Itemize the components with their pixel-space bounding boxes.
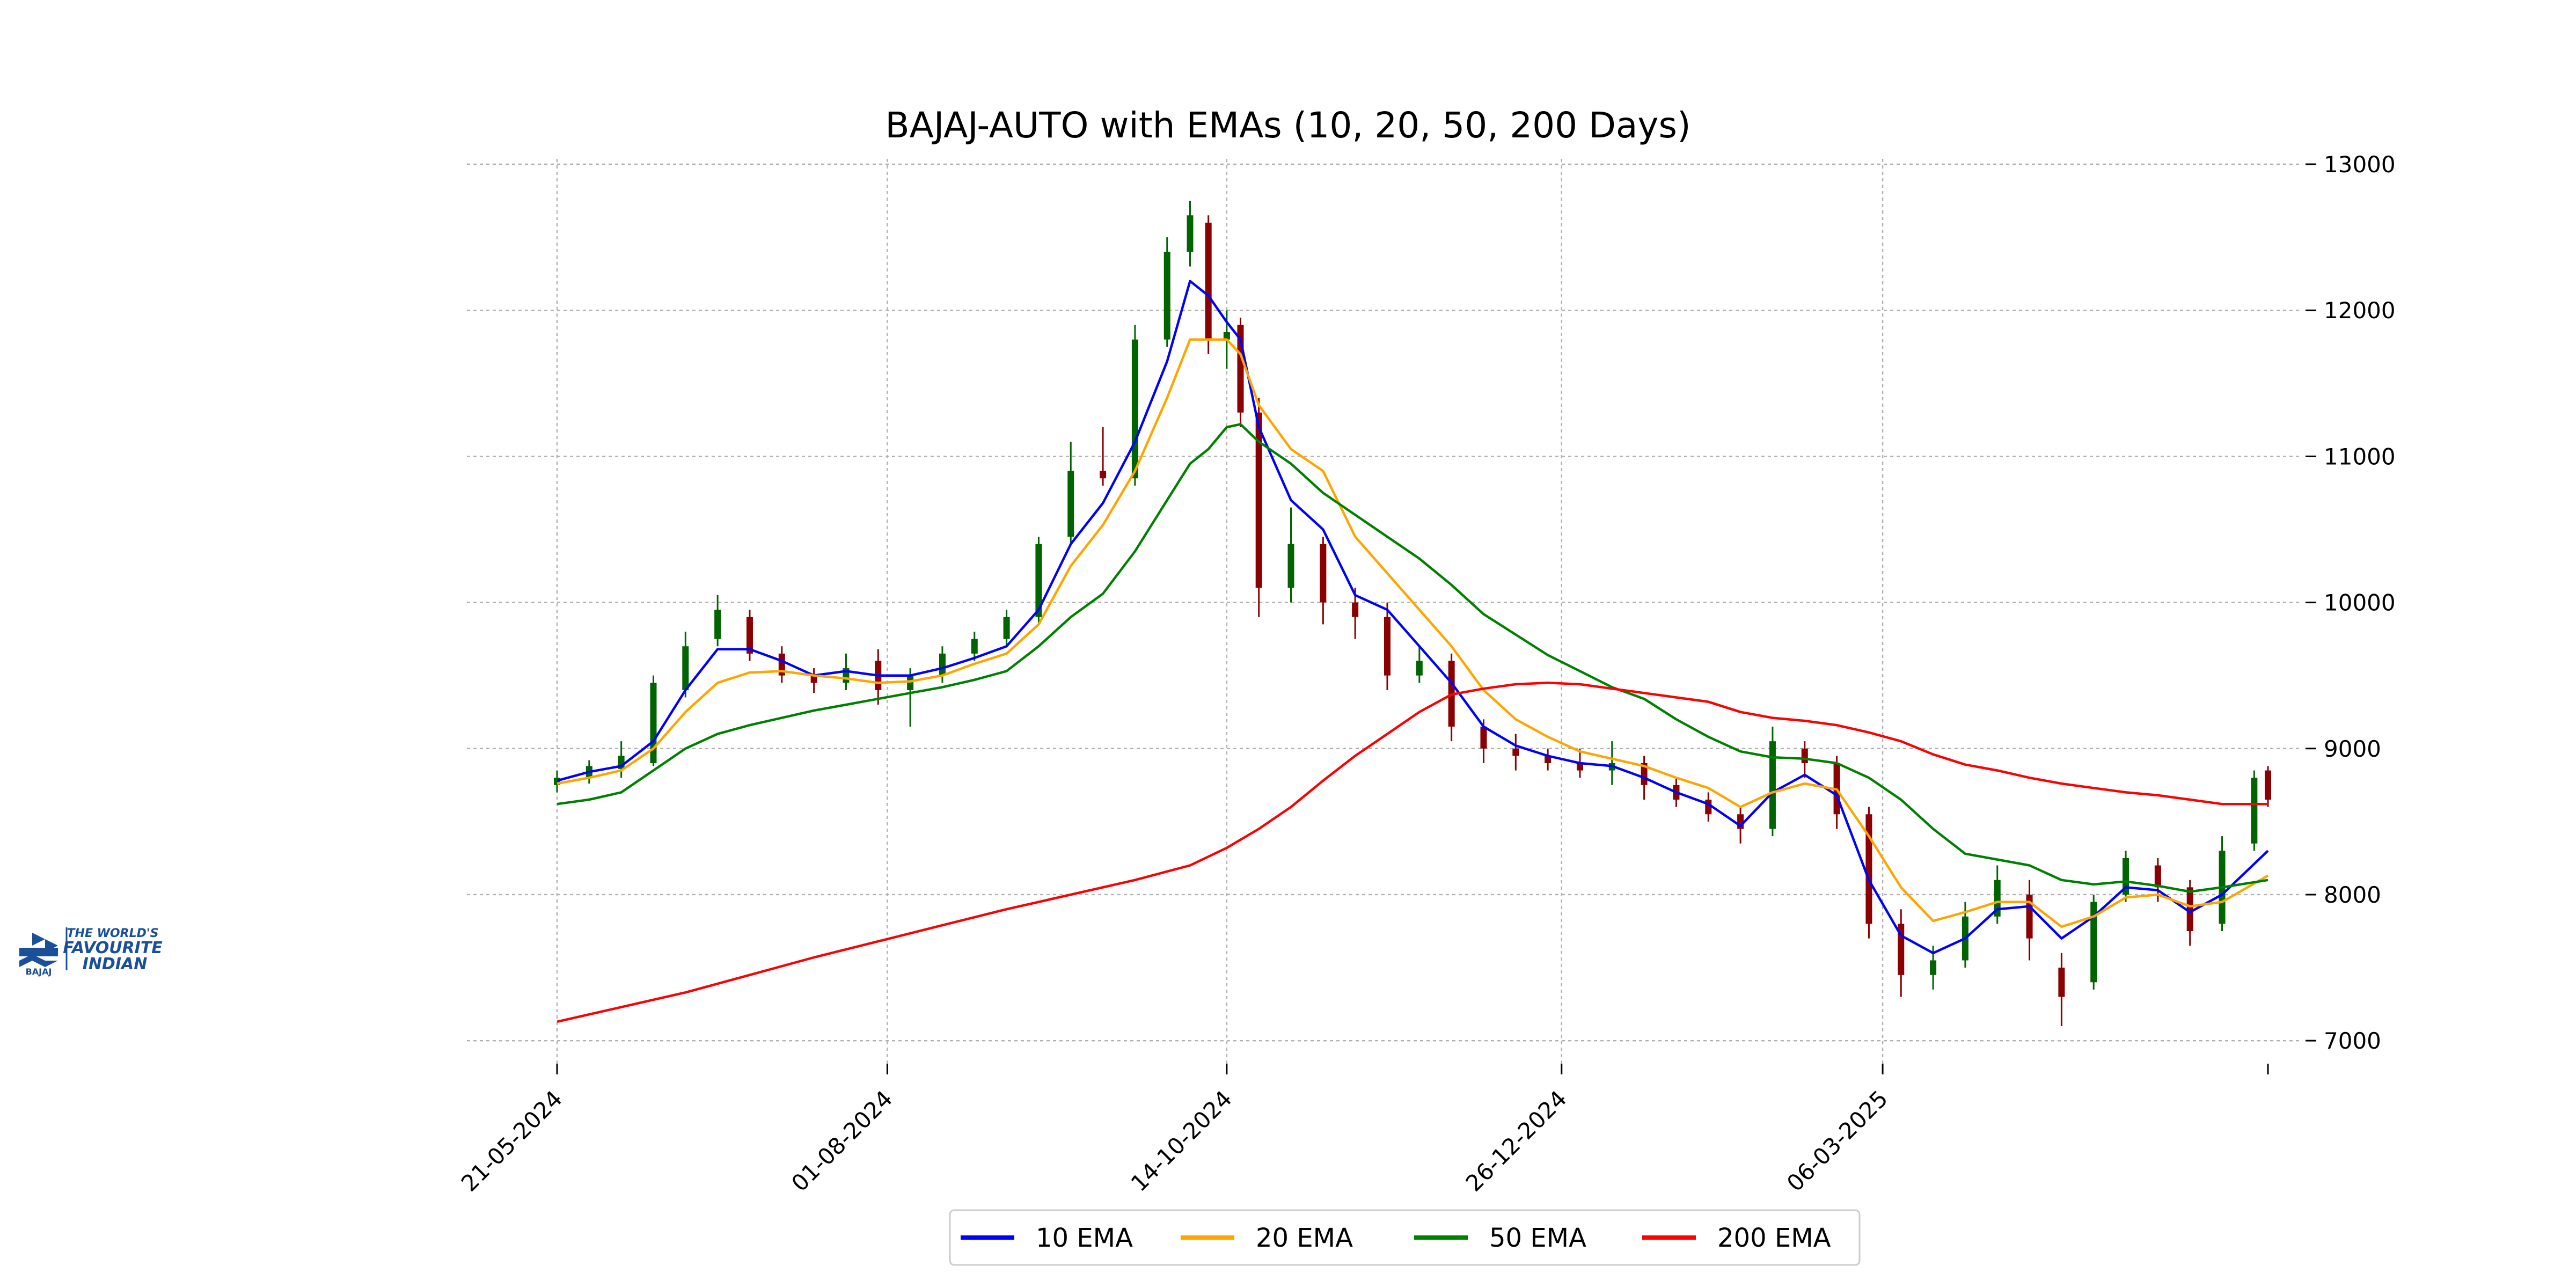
ema-lines <box>557 280 2269 1023</box>
candle <box>2090 894 2097 990</box>
candle <box>1769 726 1776 837</box>
y-tick-label: 9000 <box>2324 736 2381 762</box>
chart-title: BAJAJ-AUTO with EMAs (10, 20, 50, 200 Da… <box>885 105 1690 146</box>
candle <box>1512 734 1519 771</box>
legend-label: 200 EMA <box>1717 1223 1831 1253</box>
candle <box>2058 953 2065 1026</box>
logo-line-1: THE WORLD'S <box>67 927 159 940</box>
grid <box>467 159 2302 1068</box>
y-tick-label: 11000 <box>2324 443 2396 470</box>
candle <box>971 632 978 661</box>
candle <box>939 646 946 683</box>
candle <box>907 668 914 727</box>
candle <box>1237 317 1244 427</box>
logo-line-3: INDIAN <box>83 955 148 974</box>
candle <box>2219 836 2226 932</box>
legend-frame <box>949 1209 1861 1266</box>
candle <box>554 770 560 793</box>
candle <box>1865 807 1872 939</box>
candle <box>746 610 753 661</box>
ema-line-20 <box>557 338 2269 928</box>
candle <box>1384 602 1391 690</box>
legend-item: 20 EMA <box>1181 1223 1353 1253</box>
candle <box>1205 215 1212 354</box>
candle <box>1448 653 1455 742</box>
x-tick-label: 21-05-2024 <box>456 1085 567 1196</box>
candle <box>2265 766 2271 807</box>
legend-item: 50 EMA <box>1414 1223 1586 1253</box>
bajaj-emblem-icon <box>19 926 58 967</box>
candle <box>2026 880 2033 961</box>
candle <box>1003 610 1010 647</box>
candle <box>1131 325 1138 486</box>
candle <box>1994 865 2001 924</box>
y-axis: 7000 8000 9000 10000 11000 12000 13000 <box>2306 151 2396 1054</box>
candle <box>1608 741 1615 785</box>
candle <box>714 595 721 647</box>
candle <box>682 632 689 698</box>
x-tick-label: 01-08-2024 <box>786 1085 897 1196</box>
y-tick-label: 13000 <box>2324 151 2396 178</box>
candle <box>2251 770 2258 851</box>
candle <box>1067 442 1074 544</box>
logo-brand: BAJAJ <box>26 967 52 977</box>
ema-line-50 <box>557 423 2268 893</box>
candle <box>810 668 817 693</box>
logo-line-2: FAVOURITE <box>63 939 163 957</box>
candle <box>1255 398 1262 617</box>
candle <box>1163 237 1170 347</box>
legend-label: 10 EMA <box>1036 1223 1133 1253</box>
candle <box>1100 427 1107 486</box>
candle <box>1320 537 1327 625</box>
y-tick-label: 7000 <box>2324 1028 2381 1054</box>
x-tick-label: 06-03-2025 <box>1782 1085 1893 1196</box>
legend-label: 50 EMA <box>1489 1223 1586 1253</box>
y-tick-label: 8000 <box>2324 882 2381 908</box>
x-axis: 21-05-2024 01-08-2024 14-10-2024 26-12-2024… <box>456 1064 2269 1197</box>
y-tick-label: 12000 <box>2324 297 2396 324</box>
candle <box>2123 851 2129 902</box>
ema-line-200 <box>557 682 2268 1023</box>
candle <box>1187 201 1194 267</box>
candle <box>1545 748 1552 771</box>
candle <box>778 646 785 683</box>
candle <box>875 649 882 705</box>
y-tick-label: 10000 <box>2324 590 2396 616</box>
candle <box>1287 507 1294 603</box>
ema-line-10 <box>557 280 2269 955</box>
x-tick-label: 26-12-2024 <box>1461 1085 1572 1196</box>
candle <box>650 675 657 766</box>
legend-item: 10 EMA <box>961 1223 1133 1253</box>
bajaj-logo: THE WORLD'S FAVOURITE INDIAN BAJAJ <box>19 926 163 977</box>
x-tick-label: 14-10-2024 <box>1126 1085 1237 1196</box>
legend: 10 EMA 20 EMA 50 EMA 200 EMA <box>949 1209 1861 1266</box>
legend-item: 200 EMA <box>1642 1223 1831 1253</box>
candle <box>1416 646 1423 683</box>
candle <box>1898 909 1905 997</box>
legend-label: 20 EMA <box>1256 1223 1353 1253</box>
candle <box>618 741 625 778</box>
